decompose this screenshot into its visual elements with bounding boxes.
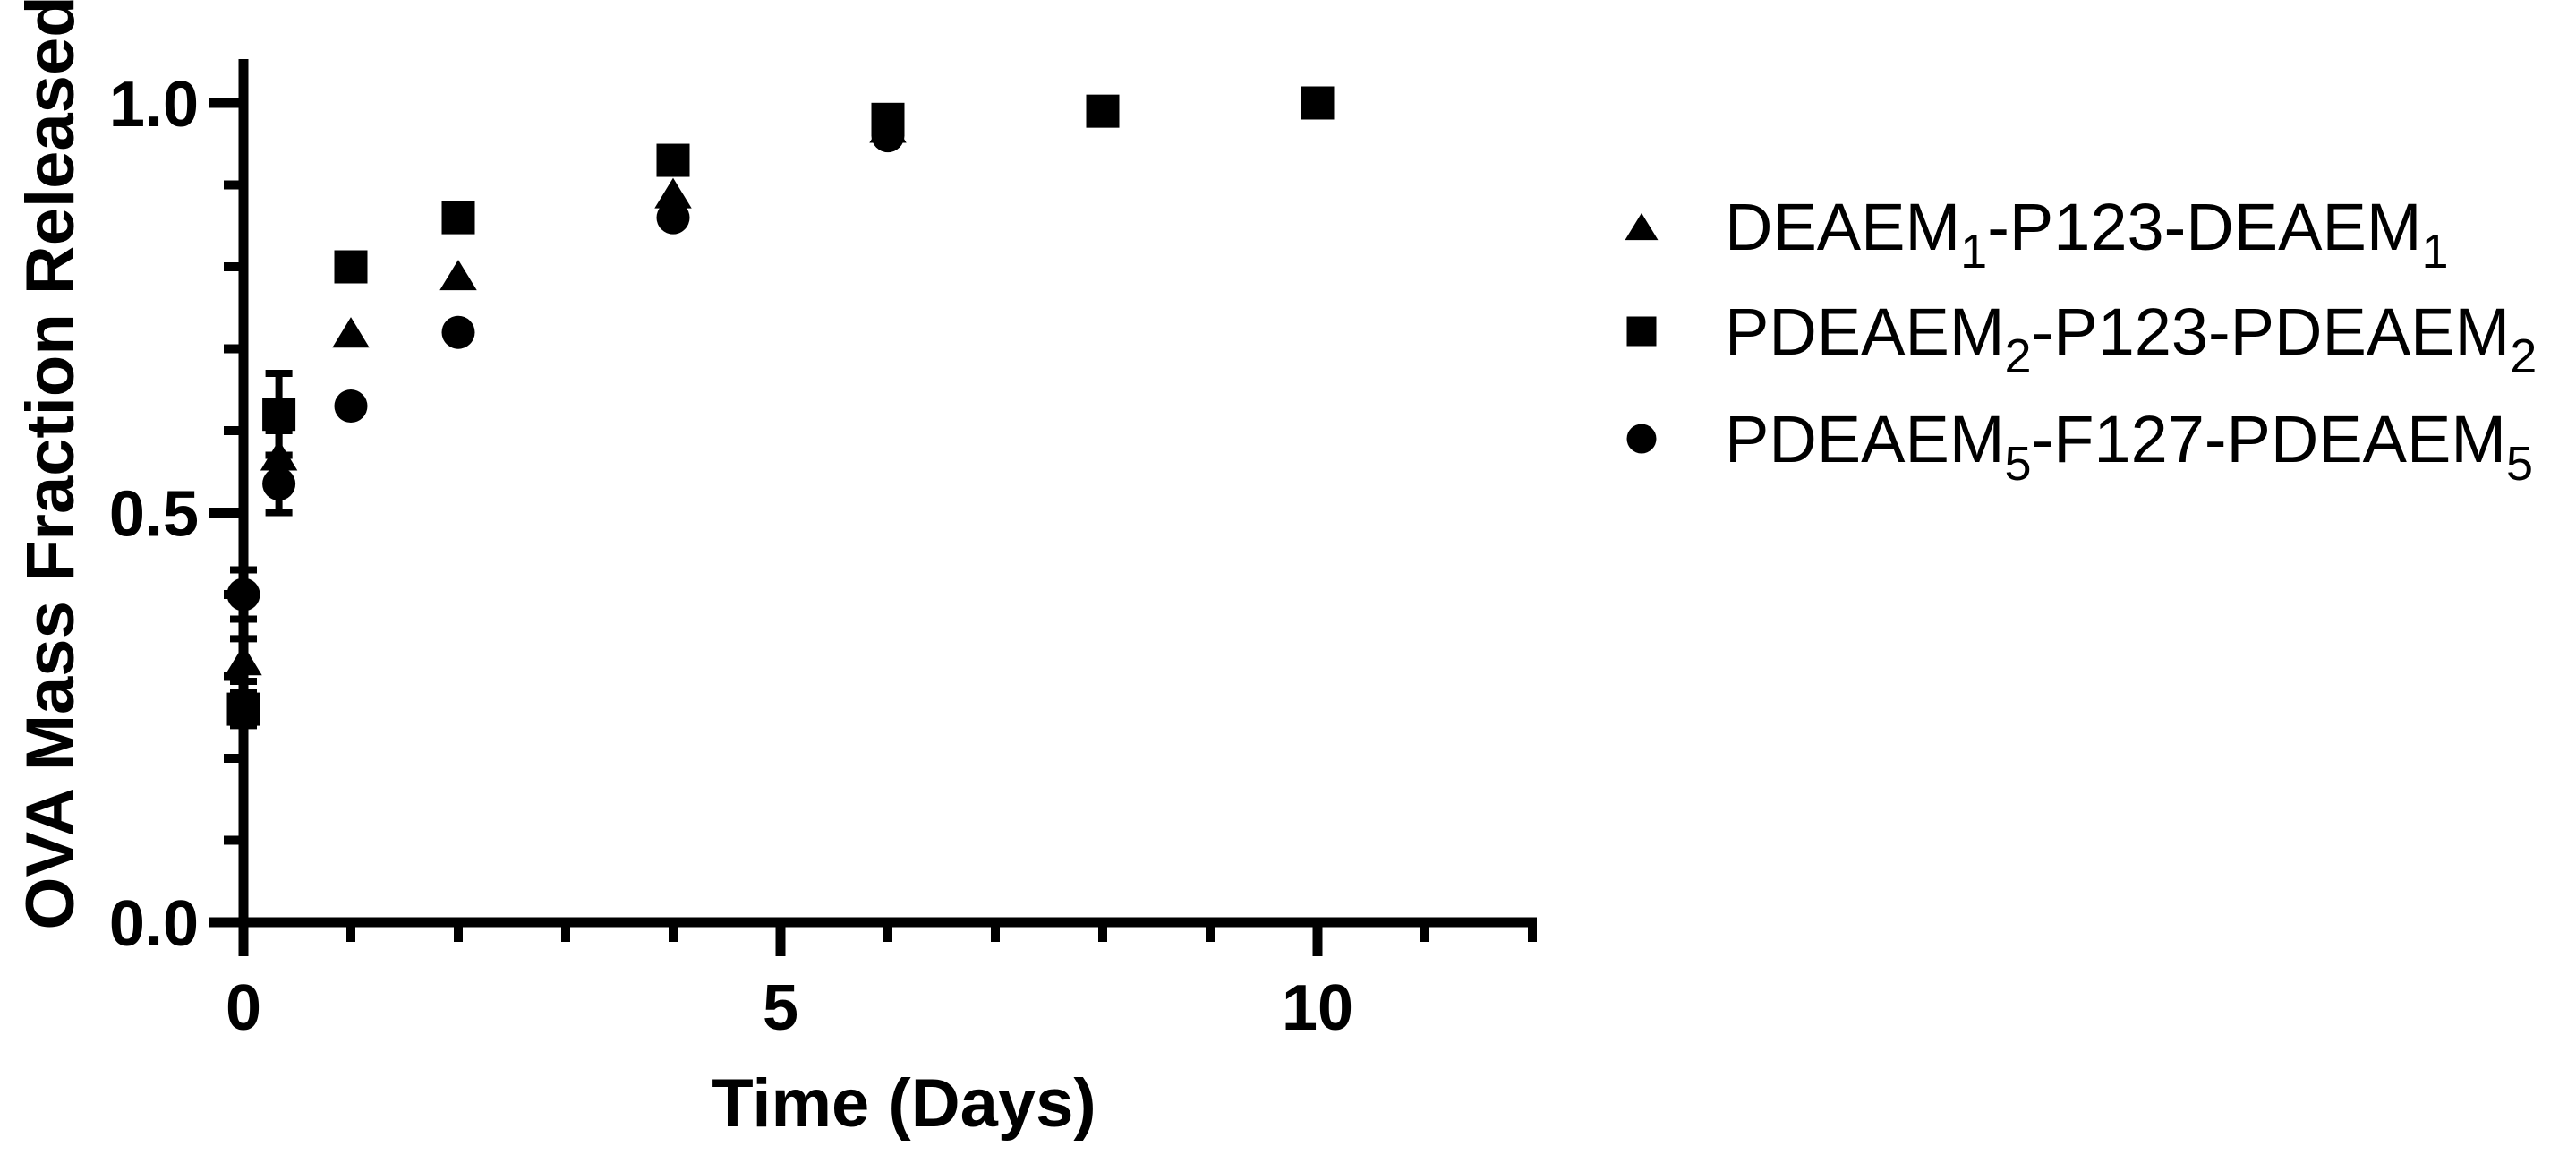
y-tick-label: 1.0 xyxy=(109,69,199,141)
marker-square xyxy=(656,143,690,177)
axes: 0 5 10 0.0 0.5 1.0 xyxy=(109,59,1537,1044)
y-tick-label: 0.0 xyxy=(109,888,199,960)
y-axis-title: OVA Mass Fraction Released xyxy=(13,0,89,930)
x-tick-label: 10 xyxy=(1282,972,1353,1044)
y-tick-label: 0.5 xyxy=(109,479,199,551)
marker-square xyxy=(871,102,905,136)
marker-square xyxy=(1301,86,1335,120)
marker-circle xyxy=(1626,424,1657,454)
marker-square xyxy=(262,398,296,432)
legend-label: DEAEM1​-P123-DEAEM1​ xyxy=(1725,190,2449,278)
legend-label: PDEAEM2​-P123-PDEAEM2​ xyxy=(1725,295,2537,383)
series-triangle xyxy=(225,112,907,685)
marker-square xyxy=(1086,94,1120,128)
legend-item: PDEAEM2​-P123-PDEAEM2​ xyxy=(1626,295,2537,383)
legend: DEAEM1​-P123-DEAEM1​ PDEAEM2​-P123-PDEAEM… xyxy=(1625,190,2537,491)
legend-item: PDEAEM5​-F127-PDEAEM5​ xyxy=(1626,402,2533,491)
legend-label: PDEAEM5​-F127-PDEAEM5​ xyxy=(1725,402,2533,491)
marker-circle xyxy=(441,315,475,349)
marker-circle xyxy=(262,466,296,500)
marker-square xyxy=(226,692,260,726)
x-tick-label: 5 xyxy=(763,972,798,1044)
marker-square xyxy=(441,201,475,235)
marker-square xyxy=(334,250,368,284)
marker-triangle xyxy=(1625,212,1659,241)
x-axis-title: Time (Days) xyxy=(712,1065,1096,1142)
marker-circle xyxy=(226,578,260,612)
series-square xyxy=(226,86,1335,730)
series-circle xyxy=(226,119,905,623)
marker-circle xyxy=(656,201,690,235)
legend-item: DEAEM1​-P123-DEAEM1​ xyxy=(1625,190,2449,278)
marker-triangle xyxy=(332,317,370,348)
marker-circle xyxy=(334,389,368,424)
x-tick-label: 0 xyxy=(226,972,261,1044)
marker-triangle xyxy=(225,645,262,676)
data-series xyxy=(225,86,1335,730)
marker-triangle xyxy=(439,260,477,291)
marker-triangle xyxy=(654,177,692,209)
marker-square xyxy=(1626,316,1657,346)
